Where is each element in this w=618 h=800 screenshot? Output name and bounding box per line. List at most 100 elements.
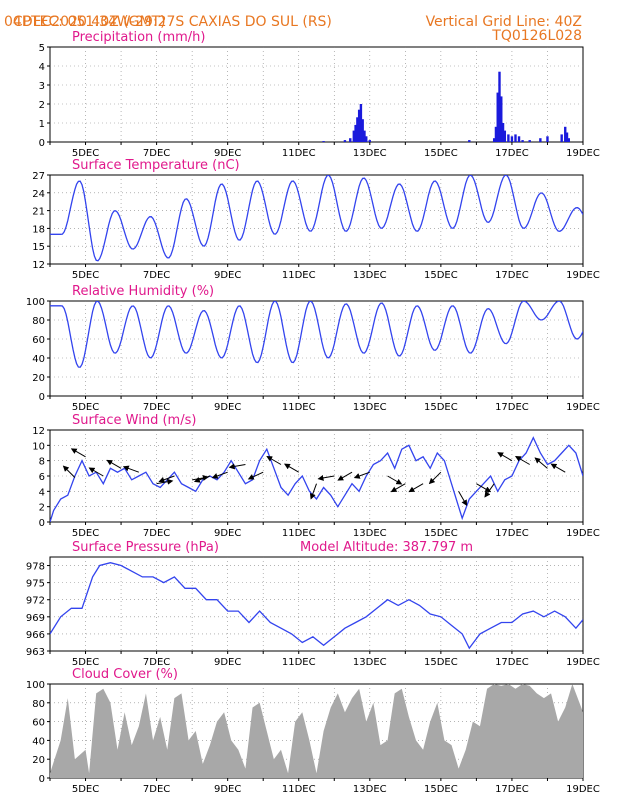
wind-ytick-label: 6 <box>39 472 45 483</box>
rh-xtick-label: 5DEC <box>72 402 99 413</box>
wind-ytick-label: 0 <box>39 518 45 529</box>
cloud-xtick-label: 13DEC <box>353 784 387 795</box>
wind-wind-arrow <box>484 483 495 498</box>
temp-frame <box>49 174 584 265</box>
wind-wind-arrow <box>211 471 228 479</box>
wind-xtick-label: 7DEC <box>143 528 170 539</box>
rh-xtick-label: 11DEC <box>282 402 316 413</box>
wind-wind-arrow <box>514 456 530 465</box>
wind-wind-arrow <box>428 471 442 485</box>
pres-subtitle: Model Altitude: 387.797 m <box>300 540 473 555</box>
precip-bar <box>322 141 325 142</box>
wind-xtick-label: 5DEC <box>72 528 99 539</box>
pres-ytick-label: 969 <box>26 613 45 624</box>
precip-xtick-label: 15DEC <box>424 148 458 159</box>
temp-ytick-label: 21 <box>32 207 45 218</box>
wind-xtick-label: 15DEC <box>424 528 458 539</box>
precip-xtick-label: 5DEC <box>72 148 99 159</box>
precip-bar <box>494 126 498 142</box>
cloud-ytick-label: 40 <box>32 736 45 747</box>
wind-wind-arrow <box>193 475 211 483</box>
precip-bar <box>357 109 361 142</box>
precip-bar <box>521 140 524 142</box>
cloud-title: Cloud Cover (%) <box>72 667 178 682</box>
precip-bar <box>496 92 499 142</box>
model-label: TQ0126L028 <box>492 28 582 44</box>
coords-label: 051:34W-29:27S <box>67 14 185 30</box>
wind-xtick-label: 9DEC <box>214 528 241 539</box>
wind-wind-arrow <box>497 452 513 462</box>
precip-bar <box>468 140 471 142</box>
wind-ytick-label: 12 <box>32 426 45 437</box>
temp-xtick-label: 11DEC <box>282 270 316 281</box>
wind-wind-arrow <box>309 483 317 500</box>
precip-bar <box>492 138 496 142</box>
precip-ytick-label: 3 <box>39 81 45 92</box>
precip-xtick-label: 9DEC <box>214 148 241 159</box>
precip-bar <box>354 124 357 142</box>
precip-bar <box>361 119 364 142</box>
precip-bar <box>528 140 531 142</box>
precip-xtick-label: 11DEC <box>282 148 316 159</box>
rh-xtick-label: 19DEC <box>566 402 600 413</box>
wind-xtick-label: 11DEC <box>282 528 316 539</box>
wind-wind-arrow <box>284 463 299 473</box>
rh-ytick-label: 40 <box>32 354 45 365</box>
wind-xtick-label: 19DEC <box>566 528 600 539</box>
wind-wind-arrow <box>106 459 122 469</box>
pres-xtick-label: 15DEC <box>424 657 458 668</box>
precip-bar <box>368 140 371 142</box>
temp-series-line <box>50 175 583 262</box>
pres-ytick-label: 963 <box>26 647 45 658</box>
wind-wind-arrow <box>317 474 335 481</box>
temp-ytick-label: 15 <box>32 242 45 253</box>
precip-bar <box>349 138 352 142</box>
temp-xtick-label: 5DEC <box>72 270 99 281</box>
precip-ytick-label: 0 <box>39 138 45 149</box>
pres-ytick-label: 972 <box>26 596 45 607</box>
precip-bar <box>352 130 356 142</box>
location-label: CAXIAS DO SUL (RS) <box>188 14 332 30</box>
precip-bar <box>514 134 517 142</box>
cloud-xtick-label: 7DEC <box>143 784 170 795</box>
precip-bar <box>500 96 503 142</box>
precip-bar <box>546 136 549 142</box>
pres-xtick-label: 19DEC <box>566 657 600 668</box>
cloud-xtick-label: 19DEC <box>566 784 600 795</box>
temp-xtick-label: 9DEC <box>214 270 241 281</box>
temp-ytick-label: 24 <box>32 189 45 200</box>
wind-ytick-label: 2 <box>39 503 45 514</box>
pres-ytick-label: 978 <box>26 562 45 573</box>
rh-ytick-label: 80 <box>32 316 45 327</box>
wind-wind-arrow <box>62 465 76 478</box>
temp-xtick-label: 19DEC <box>566 270 600 281</box>
precip-ytick-label: 2 <box>39 100 45 111</box>
pres-ytick-label: 975 <box>26 579 45 590</box>
wind-wind-arrow <box>247 471 264 480</box>
cloud-ytick-label: 100 <box>26 680 45 691</box>
precip-bar <box>565 132 569 142</box>
cloud-xtick-label: 9DEC <box>214 784 241 795</box>
wind-wind-arrow <box>534 457 548 469</box>
wind-wind-arrow <box>353 471 370 479</box>
precip-title: Precipitation (mm/h) <box>72 30 205 45</box>
temp-xtick-label: 7DEC <box>143 270 170 281</box>
wind-wind-arrow <box>408 483 424 493</box>
precip-bar <box>343 140 347 142</box>
pres-ytick-label: 966 <box>26 630 45 641</box>
precip-xtick-label: 7DEC <box>143 148 170 159</box>
temp-ytick-label: 18 <box>32 224 45 235</box>
precip-xtick-label: 13DEC <box>353 148 387 159</box>
wind-xtick-label: 13DEC <box>353 528 387 539</box>
precip-bar <box>564 126 567 142</box>
pres-title: Surface Pressure (hPa) <box>72 540 219 555</box>
wind-wind-arrow <box>228 463 246 470</box>
cloud-xtick-label: 5DEC <box>72 784 99 795</box>
rh-ytick-label: 20 <box>32 373 45 384</box>
pres-series-line <box>50 562 583 650</box>
rh-xtick-label: 9DEC <box>214 402 241 413</box>
grid-note-label: Vertical Grid Line: 40Z <box>425 14 582 30</box>
wind-wind-arrow <box>266 456 282 465</box>
cloud-ytick-label: 80 <box>32 699 45 710</box>
wind-wind-arrow <box>122 465 140 473</box>
